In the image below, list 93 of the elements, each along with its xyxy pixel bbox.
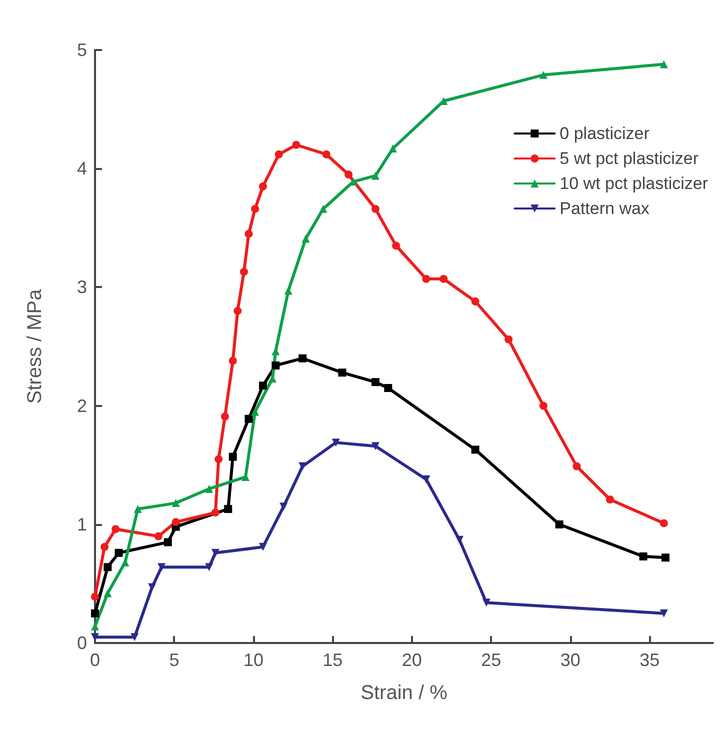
point bbox=[272, 361, 280, 370]
point bbox=[205, 563, 214, 572]
point bbox=[91, 609, 99, 618]
point bbox=[172, 499, 180, 508]
x-tick-label: 10 bbox=[243, 650, 264, 670]
point bbox=[660, 609, 668, 618]
point bbox=[220, 412, 229, 420]
point bbox=[455, 536, 464, 544]
point bbox=[228, 356, 237, 365]
point bbox=[322, 150, 330, 158]
point bbox=[244, 414, 253, 423]
y-tick-label: 5 bbox=[76, 40, 87, 60]
x-tick-label: 30 bbox=[560, 650, 580, 670]
point bbox=[134, 504, 142, 513]
point bbox=[555, 520, 564, 528]
x-axis-title: Strain / % bbox=[360, 682, 448, 704]
point bbox=[258, 542, 267, 551]
x-tick-label: 0 bbox=[90, 650, 100, 670]
point bbox=[332, 438, 340, 447]
point bbox=[251, 408, 260, 416]
point bbox=[371, 204, 380, 213]
y-tick-label: 3 bbox=[76, 277, 87, 298]
point bbox=[258, 382, 267, 390]
point bbox=[371, 442, 380, 450]
point bbox=[104, 589, 112, 598]
point bbox=[228, 452, 237, 461]
point bbox=[214, 455, 223, 464]
point bbox=[280, 502, 288, 511]
point bbox=[422, 274, 430, 283]
point bbox=[234, 306, 242, 315]
point bbox=[91, 592, 99, 601]
point bbox=[392, 242, 400, 250]
point bbox=[606, 495, 614, 504]
point bbox=[284, 286, 292, 295]
point bbox=[114, 548, 123, 557]
y-tick-label: 1 bbox=[76, 514, 87, 534]
point bbox=[539, 402, 548, 410]
legend-label: 10 wt pct plasticizer bbox=[560, 174, 708, 193]
point bbox=[338, 368, 346, 377]
point bbox=[539, 70, 548, 79]
x-tick-label: 5 bbox=[169, 650, 180, 670]
point bbox=[440, 274, 448, 283]
legend-label: Pattern wax bbox=[560, 199, 650, 218]
point bbox=[371, 378, 380, 386]
x-tick-label: 25 bbox=[481, 650, 502, 670]
point bbox=[302, 234, 310, 243]
point bbox=[660, 519, 668, 528]
legend-label: 5 wt pct plasticizer bbox=[560, 149, 699, 168]
x-tick-label: 35 bbox=[640, 650, 660, 670]
point bbox=[211, 508, 220, 517]
point bbox=[661, 554, 670, 562]
x-tick-label: 15 bbox=[322, 650, 343, 670]
point bbox=[130, 633, 139, 642]
point bbox=[504, 335, 513, 344]
point bbox=[91, 633, 99, 642]
point bbox=[240, 268, 248, 276]
point bbox=[104, 563, 112, 572]
point bbox=[91, 622, 99, 630]
point bbox=[371, 172, 380, 180]
y-tick-label: 0 bbox=[76, 633, 87, 653]
point bbox=[100, 542, 109, 551]
point bbox=[154, 532, 162, 540]
point bbox=[274, 150, 283, 158]
point bbox=[572, 462, 581, 470]
point bbox=[639, 552, 648, 560]
point bbox=[148, 583, 156, 592]
point bbox=[388, 144, 397, 152]
point bbox=[112, 525, 120, 534]
point bbox=[211, 548, 220, 557]
point bbox=[344, 170, 353, 179]
point bbox=[224, 504, 232, 513]
point bbox=[158, 563, 166, 572]
x-tick-label: 20 bbox=[402, 650, 422, 670]
point bbox=[298, 354, 307, 362]
point bbox=[319, 204, 328, 213]
point bbox=[482, 598, 490, 607]
point bbox=[422, 475, 430, 484]
point bbox=[471, 297, 480, 306]
point bbox=[205, 484, 214, 493]
point bbox=[384, 384, 392, 392]
point bbox=[292, 140, 300, 149]
y-tick-label: 2 bbox=[76, 396, 87, 416]
point bbox=[172, 518, 180, 526]
point bbox=[251, 204, 260, 213]
point bbox=[471, 446, 480, 454]
point bbox=[244, 230, 253, 238]
y-axis-title: Stress / MPa bbox=[24, 288, 46, 404]
point bbox=[298, 462, 307, 470]
point bbox=[660, 60, 668, 68]
legend-label: 0 plasticizer bbox=[560, 124, 650, 143]
y-tick-label: 4 bbox=[76, 158, 87, 179]
point bbox=[164, 538, 172, 546]
point bbox=[258, 182, 267, 190]
